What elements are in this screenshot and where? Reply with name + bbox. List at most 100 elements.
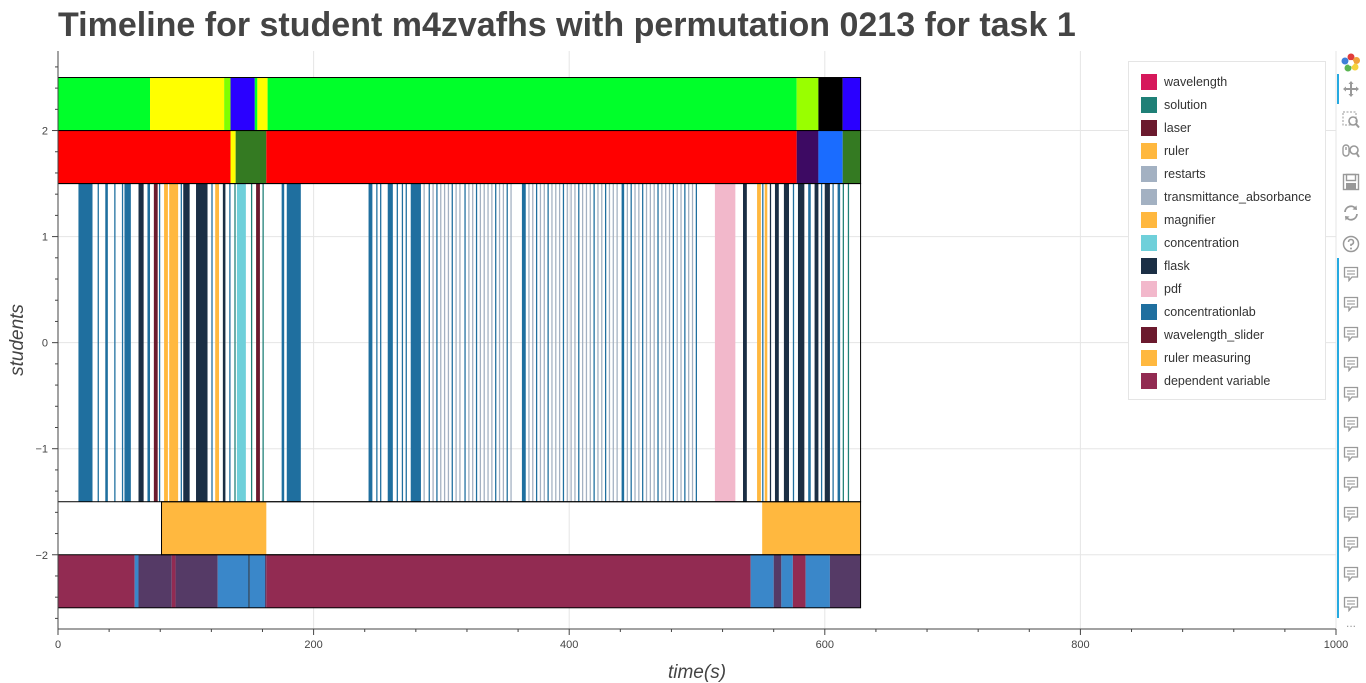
timeline-segment[interactable] <box>555 183 557 502</box>
wheel-zoom-tool[interactable] <box>1340 140 1362 162</box>
timeline-segment[interactable] <box>175 554 218 608</box>
timeline-segment[interactable] <box>158 183 161 502</box>
help-tool[interactable] <box>1340 233 1362 255</box>
timeline-segment[interactable] <box>265 554 267 608</box>
timeline-segment[interactable] <box>645 183 648 502</box>
timeline-segment[interactable] <box>58 130 231 184</box>
timeline-segment[interactable] <box>521 183 526 502</box>
timeline-segment[interactable] <box>498 183 501 502</box>
timeline-segment[interactable] <box>451 183 453 502</box>
timeline-segment[interactable] <box>769 183 772 502</box>
legend-item[interactable]: laser <box>1141 118 1191 138</box>
timeline-segment[interactable] <box>171 554 176 608</box>
timeline-segment[interactable] <box>562 183 565 502</box>
timeline-segment[interactable] <box>236 183 246 502</box>
timeline-segment[interactable] <box>121 183 124 502</box>
timeline-segment[interactable] <box>818 130 843 184</box>
hover-tool[interactable] <box>1340 593 1362 615</box>
timeline-segment[interactable] <box>443 183 446 502</box>
hover-tool[interactable] <box>1340 563 1362 585</box>
hover-tool[interactable] <box>1340 443 1362 465</box>
timeline-segment[interactable] <box>676 183 678 502</box>
timeline-segment[interactable] <box>773 554 782 608</box>
timeline-segment[interactable] <box>818 77 843 131</box>
timeline-segment[interactable] <box>665 183 667 502</box>
timeline-segment[interactable] <box>558 183 561 502</box>
hover-tool[interactable] <box>1340 353 1362 375</box>
timeline-segment[interactable] <box>634 183 636 502</box>
timeline-segment[interactable] <box>638 183 640 502</box>
timeline-segment[interactable] <box>585 183 588 502</box>
timeline-segment[interactable] <box>266 554 751 608</box>
timeline-segment[interactable] <box>222 183 226 502</box>
timeline-segment[interactable] <box>180 183 182 502</box>
timeline-segment[interactable] <box>792 554 806 608</box>
timeline-segment[interactable] <box>750 554 774 608</box>
hover-tool[interactable] <box>1340 503 1362 525</box>
timeline-segment[interactable] <box>249 554 266 608</box>
timeline-segment[interactable] <box>797 183 805 502</box>
hover-tool[interactable] <box>1340 533 1362 555</box>
timeline-segment[interactable] <box>847 183 850 502</box>
timeline-segment[interactable] <box>183 183 190 502</box>
timeline-segment[interactable] <box>134 554 139 608</box>
timeline-segment[interactable] <box>743 183 747 502</box>
timeline-segment[interactable] <box>405 183 407 502</box>
timeline-segment[interactable] <box>547 183 549 502</box>
timeline-segment[interactable] <box>250 183 253 502</box>
timeline-segment[interactable] <box>502 183 505 502</box>
timeline-segment[interactable] <box>532 183 534 502</box>
timeline-segment[interactable] <box>215 183 220 502</box>
timeline-segment[interactable] <box>495 183 497 502</box>
timeline-segment[interactable] <box>805 554 830 608</box>
timeline-segment[interactable] <box>642 183 644 502</box>
save-tool[interactable] <box>1340 171 1362 193</box>
timeline-segment[interactable] <box>455 183 457 502</box>
pan-tool[interactable] <box>1340 78 1362 100</box>
timeline-segment[interactable] <box>539 183 542 502</box>
timeline-segment[interactable] <box>224 77 231 131</box>
legend-item[interactable]: wavelength <box>1141 72 1227 92</box>
legend-item[interactable]: restarts <box>1141 164 1206 184</box>
timeline-segment[interactable] <box>528 183 530 502</box>
legend-item[interactable]: ruler <box>1141 141 1189 161</box>
timeline-segment[interactable] <box>661 183 663 502</box>
hover-tool[interactable] <box>1340 323 1362 345</box>
timeline-segment[interactable] <box>535 183 538 502</box>
timeline-segment[interactable] <box>657 183 659 502</box>
timeline-segment[interactable] <box>387 183 393 502</box>
timeline-segment[interactable] <box>820 183 823 502</box>
timeline-segment[interactable] <box>114 183 116 502</box>
legend-item[interactable]: flask <box>1141 256 1190 276</box>
legend-item[interactable]: solution <box>1141 95 1207 115</box>
hover-tool[interactable] <box>1340 473 1362 495</box>
bokeh-logo-tool[interactable] <box>1340 52 1362 74</box>
timeline-segment[interactable] <box>286 183 301 502</box>
legend-item[interactable]: concentration <box>1141 233 1239 253</box>
timeline-segment[interactable] <box>691 183 694 502</box>
timeline-segment[interactable] <box>616 183 618 502</box>
timeline-segment[interactable] <box>593 183 595 502</box>
timeline-segment[interactable] <box>842 130 861 184</box>
timeline-segment[interactable] <box>551 183 553 502</box>
timeline-segment[interactable] <box>230 77 255 131</box>
timeline-segment[interactable] <box>401 183 404 502</box>
reset-tool[interactable] <box>1340 202 1362 224</box>
box-zoom-tool[interactable] <box>1340 109 1362 131</box>
timeline-segment[interactable] <box>281 183 285 502</box>
timeline-segment[interactable] <box>792 183 795 502</box>
timeline-segment[interactable] <box>58 77 151 131</box>
timeline-segment[interactable] <box>217 554 249 608</box>
timeline-segment[interactable] <box>153 183 158 502</box>
timeline-segment[interactable] <box>781 554 793 608</box>
timeline-segment[interactable] <box>832 183 834 502</box>
timeline-segment[interactable] <box>626 183 628 502</box>
timeline-segment[interactable] <box>672 183 674 502</box>
timeline-segment[interactable] <box>814 183 819 502</box>
timeline-segment[interactable] <box>764 183 768 502</box>
timeline-segment[interactable] <box>649 183 651 502</box>
timeline-segment[interactable] <box>506 183 508 502</box>
timeline-segment[interactable] <box>235 130 267 184</box>
timeline-segment[interactable] <box>783 183 790 502</box>
legend-item[interactable]: dependent variable <box>1141 371 1270 391</box>
